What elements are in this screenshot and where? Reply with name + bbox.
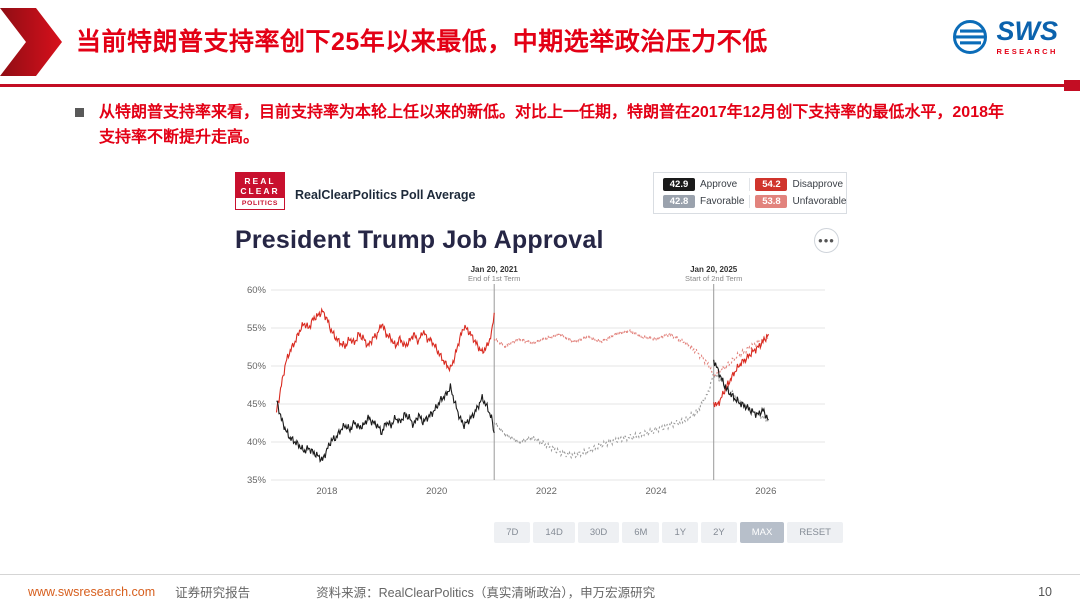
legend-value-badge: 54.2 bbox=[755, 178, 788, 191]
series-unfavorable-mid bbox=[493, 328, 769, 378]
footer: www.swsresearch.com 证券研究报告 资料来源：RealClea… bbox=[0, 574, 1080, 608]
svg-text:55%: 55% bbox=[247, 323, 267, 334]
svg-text:Jan 20, 2021: Jan 20, 2021 bbox=[471, 265, 519, 274]
chart-title: President Trump Job Approval bbox=[235, 226, 604, 254]
svg-text:Jan 20, 2025: Jan 20, 2025 bbox=[690, 265, 738, 274]
rcp-logo-line-politics: POLITICS bbox=[236, 198, 284, 210]
series-disapprove-term1 bbox=[275, 307, 495, 413]
svg-text:2022: 2022 bbox=[536, 486, 557, 497]
footer-source-note: 资料来源：RealClearPolitics（真实清晰政治），申万宏源研究 bbox=[316, 586, 656, 600]
legend-item-unfavorable: 53.8 Unfavorable bbox=[749, 195, 851, 208]
legend-item-approve: 42.9 Approve bbox=[658, 178, 749, 191]
legend-value-badge: 42.9 bbox=[663, 178, 695, 191]
chevron-icon bbox=[0, 8, 62, 76]
rcp-header: REAL CLEAR POLITICS RealClearPolitics Po… bbox=[235, 172, 847, 214]
range-button-6m[interactable]: 6M bbox=[622, 522, 660, 543]
rcp-logo-line-real: REAL bbox=[244, 176, 276, 186]
footer-website-link[interactable]: www.swsresearch.com bbox=[28, 584, 156, 599]
legend-item-favorable: 42.8 Favorable bbox=[658, 195, 749, 208]
legend-label: Approve bbox=[700, 179, 738, 190]
x-axis-labels: 2018 2020 2022 2024 2026 bbox=[316, 486, 776, 497]
rcp-logo-top: REAL CLEAR bbox=[236, 173, 284, 199]
legend-value-badge: 42.8 bbox=[663, 195, 695, 208]
rcp-logo: REAL CLEAR POLITICS bbox=[235, 172, 285, 211]
range-button-reset[interactable]: RESET bbox=[787, 522, 843, 543]
svg-text:Start of 2nd Term: Start of 2nd Term bbox=[685, 274, 742, 283]
legend-label: Favorable bbox=[700, 196, 745, 207]
range-button-max[interactable]: MAX bbox=[739, 522, 785, 543]
range-button-1y[interactable]: 1Y bbox=[662, 522, 699, 543]
range-buttons: 7D 14D 30D 6M 1Y 2Y MAX RESET bbox=[235, 522, 847, 543]
chart-options-button[interactable]: ••• bbox=[814, 228, 839, 253]
series-approve-term2 bbox=[713, 359, 769, 421]
sws-logo: SWS RESEARCH bbox=[951, 18, 1058, 56]
rcp-chart-panel: REAL CLEAR POLITICS RealClearPolitics Po… bbox=[235, 172, 847, 543]
page-title: 当前特朗普支持率创下25年以来最低，中期选举政治压力不低 bbox=[76, 28, 768, 56]
svg-text:2024: 2024 bbox=[646, 486, 667, 497]
series-favorable-mid bbox=[493, 371, 769, 460]
range-button-30d[interactable]: 30D bbox=[577, 522, 620, 543]
approval-chart-svg: 35% 40% 45% 50% 55% 60% 2018 2020 2022 2024 2026 Ja… bbox=[247, 265, 825, 497]
series-approve-term1 bbox=[276, 383, 495, 463]
approval-chart: 35% 40% 45% 50% 55% 60% 2018 2020 2022 2024 2026 Ja… bbox=[235, 263, 847, 508]
series-disapprove-term2 bbox=[713, 333, 770, 408]
sws-globe-icon bbox=[953, 20, 988, 54]
bullet-row: 从特朗普支持率来看，目前支持率为本轮上任以来的新低。对比上一任期，特朗普在201… bbox=[75, 101, 1005, 151]
sws-logo-text: SWS RESEARCH bbox=[996, 16, 1058, 57]
legend-label: Unfavorable bbox=[792, 196, 847, 207]
header-chevron-decoration bbox=[0, 6, 64, 83]
svg-text:35%: 35% bbox=[247, 475, 267, 486]
legend-value-badge: 53.8 bbox=[755, 195, 788, 208]
sws-logo-main: SWS bbox=[996, 16, 1058, 46]
footer-report-type: 证券研究报告 bbox=[175, 586, 251, 600]
range-button-14d[interactable]: 14D bbox=[533, 522, 575, 543]
svg-text:2026: 2026 bbox=[755, 486, 776, 497]
sws-logo-sub: RESEARCH bbox=[996, 47, 1058, 56]
svg-text:50%: 50% bbox=[247, 361, 267, 372]
svg-text:2020: 2020 bbox=[426, 486, 447, 497]
poll-legend: 42.9 Approve 54.2 Disapprove 42.8 Favorable 53… bbox=[653, 172, 847, 214]
bullet-text: 从特朗普支持率来看，目前支持率为本轮上任以来的新低。对比上一任期，特朗普在201… bbox=[99, 104, 1004, 146]
range-button-7d[interactable]: 7D bbox=[494, 522, 531, 543]
legend-item-disapprove: 54.2 Disapprove bbox=[749, 178, 851, 191]
range-button-2y[interactable]: 2Y bbox=[701, 522, 737, 543]
svg-text:60%: 60% bbox=[247, 285, 267, 296]
legend-label: Disapprove bbox=[792, 179, 844, 190]
svg-text:40%: 40% bbox=[247, 437, 267, 448]
header-rule-end-block bbox=[1064, 80, 1080, 91]
svg-text:2018: 2018 bbox=[316, 486, 337, 497]
chart-title-row: President Trump Job Approval ••• bbox=[235, 226, 847, 255]
poll-average-label: RealClearPolitics Poll Average bbox=[295, 188, 476, 202]
gridlines: 35% 40% 45% 50% 55% 60% bbox=[247, 285, 825, 486]
page-number: 10 bbox=[1038, 584, 1052, 599]
rcp-logo-line-clear: CLEAR bbox=[240, 186, 280, 197]
header-rule bbox=[0, 80, 1080, 91]
svg-text:End of 1st Term: End of 1st Term bbox=[468, 274, 520, 283]
bullet-marker bbox=[75, 108, 84, 117]
svg-text:45%: 45% bbox=[247, 399, 267, 410]
